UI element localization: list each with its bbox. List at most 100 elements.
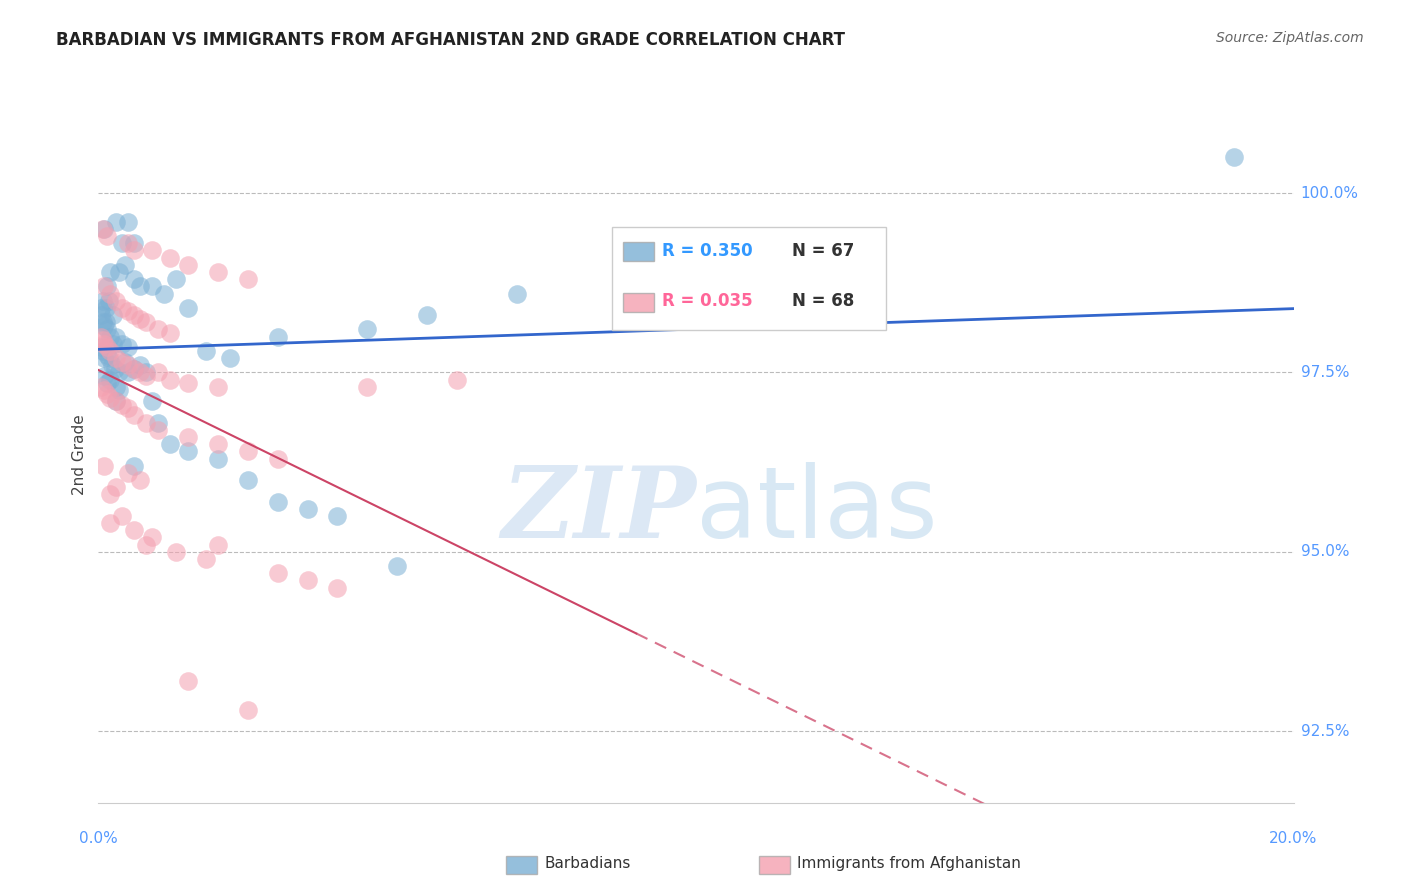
- Point: [90, 308, 112, 322]
- Point: [165, 545, 187, 559]
- Point: [105, 351, 128, 365]
- Point: [148, 366, 170, 380]
- Text: 0.0%: 0.0%: [79, 831, 118, 846]
- Point: [96, 229, 118, 244]
- Point: [117, 215, 139, 229]
- Point: [98, 487, 122, 501]
- Point: [96, 340, 118, 354]
- Point: [135, 369, 157, 384]
- Point: [356, 380, 378, 394]
- Point: [103, 308, 125, 322]
- Point: [96, 387, 118, 401]
- Point: [207, 437, 229, 451]
- Point: [117, 236, 139, 251]
- Point: [93, 458, 115, 473]
- Text: N = 68: N = 68: [792, 293, 853, 310]
- Point: [114, 258, 136, 272]
- Text: 92.5%: 92.5%: [1301, 723, 1348, 739]
- Point: [148, 322, 170, 336]
- Text: Source: ZipAtlas.com: Source: ZipAtlas.com: [1216, 31, 1364, 45]
- Point: [194, 552, 218, 566]
- Point: [207, 538, 229, 552]
- Point: [129, 311, 152, 326]
- Point: [90, 301, 112, 315]
- Point: [326, 581, 349, 595]
- Point: [98, 391, 122, 405]
- Text: Immigrants from Afghanistan: Immigrants from Afghanistan: [797, 856, 1021, 871]
- Point: [124, 236, 146, 251]
- Point: [356, 322, 378, 336]
- Point: [506, 286, 529, 301]
- Point: [93, 318, 115, 333]
- Point: [111, 398, 134, 412]
- Point: [98, 351, 121, 365]
- Point: [111, 354, 134, 368]
- Point: [267, 494, 290, 508]
- Point: [267, 566, 290, 581]
- Point: [108, 366, 131, 380]
- Point: [91, 222, 114, 236]
- Point: [177, 444, 200, 458]
- Point: [117, 366, 139, 380]
- Point: [129, 473, 152, 487]
- Point: [93, 369, 115, 384]
- Text: 20.0%: 20.0%: [1270, 831, 1317, 846]
- Point: [177, 430, 200, 444]
- Point: [105, 480, 128, 494]
- Point: [135, 315, 157, 329]
- Point: [124, 362, 146, 376]
- Point: [111, 301, 134, 315]
- Point: [93, 279, 115, 293]
- Point: [98, 373, 122, 387]
- Point: [177, 258, 200, 272]
- Point: [135, 538, 157, 552]
- Point: [105, 394, 128, 409]
- Point: [98, 293, 121, 308]
- Point: [148, 416, 170, 430]
- Y-axis label: 2nd Grade: 2nd Grade: [72, 415, 87, 495]
- Point: [159, 437, 181, 451]
- Point: [98, 343, 122, 358]
- Point: [98, 265, 122, 279]
- Point: [114, 354, 136, 368]
- Point: [98, 329, 122, 343]
- Point: [416, 308, 439, 322]
- Point: [117, 466, 139, 480]
- Text: N = 67: N = 67: [792, 242, 853, 260]
- Point: [105, 293, 128, 308]
- Point: [117, 340, 139, 354]
- Point: [207, 380, 229, 394]
- Point: [446, 373, 468, 387]
- Point: [105, 215, 128, 229]
- Point: [96, 347, 118, 361]
- Point: [153, 286, 176, 301]
- Point: [90, 329, 112, 343]
- Point: [177, 673, 200, 688]
- Point: [129, 279, 152, 293]
- Point: [93, 222, 115, 236]
- Point: [385, 559, 409, 574]
- Point: [297, 501, 319, 516]
- Point: [111, 508, 134, 523]
- Point: [159, 326, 181, 340]
- Point: [141, 244, 163, 258]
- Point: [117, 304, 139, 318]
- Point: [105, 380, 128, 394]
- Point: [91, 333, 114, 347]
- Point: [159, 251, 181, 265]
- Point: [124, 272, 146, 286]
- Point: [90, 340, 112, 354]
- Text: 95.0%: 95.0%: [1301, 544, 1348, 559]
- Text: atlas: atlas: [696, 462, 938, 559]
- Point: [124, 458, 146, 473]
- Text: R = 0.035: R = 0.035: [662, 293, 752, 310]
- Point: [98, 286, 122, 301]
- Point: [93, 384, 115, 398]
- Text: Barbadians: Barbadians: [544, 856, 630, 871]
- Point: [267, 329, 290, 343]
- Point: [207, 265, 229, 279]
- Point: [326, 508, 349, 523]
- Point: [94, 315, 117, 329]
- Point: [103, 336, 125, 351]
- Point: [165, 272, 187, 286]
